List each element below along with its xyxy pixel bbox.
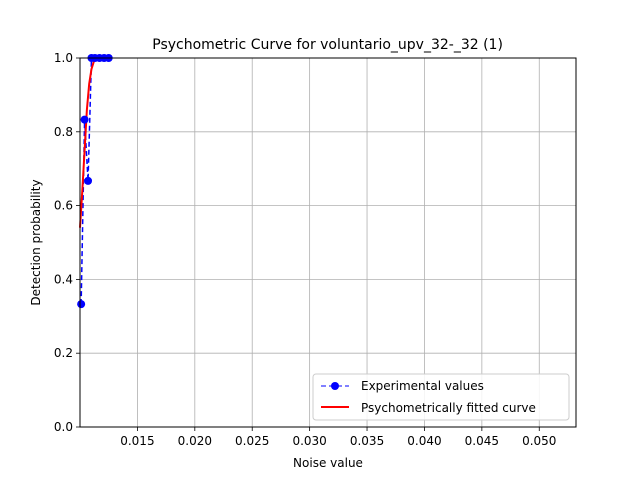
legend: Experimental values Psychometrically fit… (312, 373, 570, 421)
experimental-point (77, 300, 86, 309)
y-tick-label: 1.0 (54, 51, 73, 65)
x-tick-label: 0.040 (407, 434, 441, 448)
y-tick-label: 0.0 (54, 420, 73, 434)
y-tick-label: 0.8 (54, 125, 73, 139)
x-tick-label: 0.015 (120, 434, 154, 448)
y-axis-label: Detection probability (29, 179, 43, 305)
x-tick-label: 0.050 (522, 434, 556, 448)
x-tick-label: 0.025 (235, 434, 269, 448)
x-tick-label: 0.020 (178, 434, 212, 448)
legend-box (312, 373, 570, 421)
x-tick-label: 0.035 (350, 434, 384, 448)
plot-frame (79, 57, 577, 428)
legend-label-fitted: Psychometrically fitted curve (361, 401, 536, 415)
chart-title: Psychometric Curve for voluntario_upv_32… (152, 37, 503, 53)
x-tick-label: 0.045 (465, 434, 499, 448)
y-tick-label: 0.2 (54, 346, 73, 360)
x-tick-label: 0.030 (292, 434, 326, 448)
legend-label-experimental: Experimental values (361, 379, 484, 393)
y-tick-label: 0.4 (54, 272, 73, 286)
y-tick-label: 0.6 (54, 199, 73, 213)
experimental-point (84, 176, 93, 185)
x-axis-label: Noise value (293, 456, 363, 470)
experimental-point (80, 115, 89, 124)
axis-ticks: 0.015 0.020 0.025 0.030 0.035 0.040 0.045 0.050… (54, 51, 557, 448)
legend-marker-experimental (331, 382, 339, 390)
